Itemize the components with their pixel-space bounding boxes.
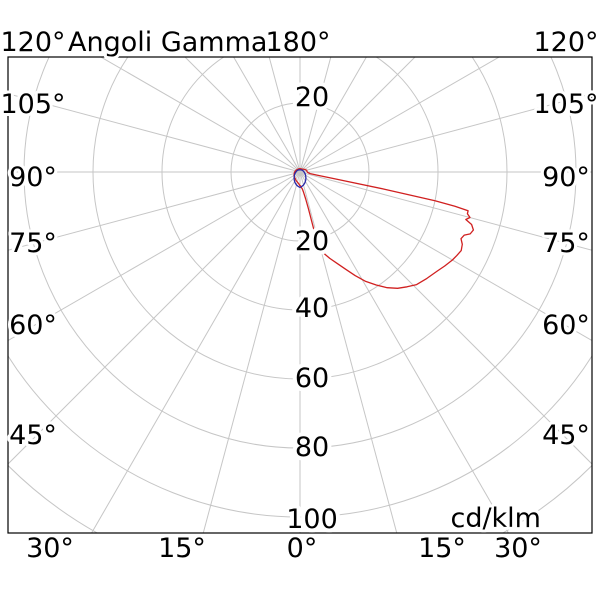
gamma-label-bottom: 30° (494, 533, 542, 564)
chart-title: Angoli Gamma (68, 27, 267, 58)
red-curve (293, 167, 475, 289)
gamma-label-left: 45° (9, 420, 57, 451)
grid-spoke (8, 171, 301, 465)
radial-tick-label: 80 (295, 432, 329, 463)
radial-tick-label: 20 (295, 226, 329, 257)
radial-tick-label: 60 (295, 363, 329, 394)
gamma-label-bottom: 30° (26, 533, 74, 564)
gamma-label-top-left: 120° (0, 27, 65, 58)
gamma-label-right: 45° (542, 420, 590, 451)
blue-curve (293, 169, 307, 189)
grid-spoke (299, 171, 592, 342)
gamma-label-right: 90° (542, 162, 590, 193)
grid-spoke (299, 57, 501, 173)
gamma-label-bottom: 15° (158, 533, 206, 564)
gamma-label-bottom: 15° (418, 533, 466, 564)
label-layer: 105° 105° 90° 90° 75° 75° 60° 60° 45° 45° 30° 15° 0°… (0, 78, 600, 567)
radial-tick-label: 40 (295, 293, 329, 324)
gamma-label-right: 60° (542, 310, 590, 341)
grid-spoke (8, 171, 301, 251)
gamma-label-left: 60° (9, 310, 57, 341)
gamma-label-left: 90° (9, 162, 57, 193)
gamma-label-right: 105° (533, 89, 598, 120)
gamma-label-left: 75° (9, 228, 57, 259)
grid-spoke (299, 171, 398, 533)
grid-spoke (99, 57, 301, 173)
radial-tick-label: 100 (286, 504, 338, 535)
grid-spoke (8, 171, 301, 342)
grid-spoke (8, 93, 301, 173)
radial-tick-label: 20 (295, 82, 329, 113)
gamma-label-top-center: 180° (265, 27, 330, 58)
grid-spoke (299, 57, 416, 173)
gamma-label-right: 75° (542, 228, 590, 259)
grid-spoke (299, 93, 592, 173)
gamma-label-left: 105° (0, 89, 65, 120)
grid-spoke (299, 171, 510, 533)
grid-spoke (202, 171, 301, 533)
grid-spoke (268, 57, 301, 173)
grid-spoke (299, 57, 332, 173)
grid-spoke (299, 171, 592, 251)
grid-spoke (299, 171, 592, 465)
grid-spoke (184, 57, 301, 173)
grid-spoke (90, 171, 301, 533)
curve-layer (293, 167, 475, 289)
units-label: cd/klm (450, 503, 541, 534)
gamma-label-bottom: 0° (287, 533, 318, 564)
chart-frame (7, 56, 593, 534)
gamma-label-top-right: 120° (533, 27, 598, 58)
